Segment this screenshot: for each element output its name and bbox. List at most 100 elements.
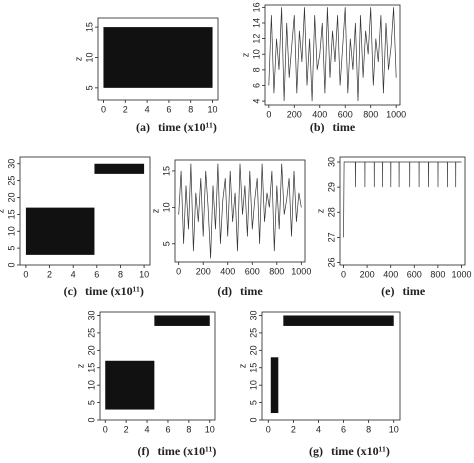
x-tick-label: 0 — [266, 424, 271, 434]
plot-frame — [339, 156, 466, 266]
x-tick-label: 0 — [341, 269, 346, 279]
panel: 0 200 400 600 800 1000 4 6 8 10 12 14 16 z (b) time — [240, 2, 406, 133]
x-tick-label: 2 — [124, 424, 129, 434]
band-block — [283, 315, 394, 326]
x-tick-label: 0 — [23, 269, 28, 279]
panel: 0 2 4 6 8 10 0 5 10 15 20 25 30 z (c) time (x10¹¹) — [0, 156, 151, 298]
y-tick-label: 5 — [161, 241, 171, 246]
x-tick-label: 600 — [338, 109, 353, 119]
y-tick-label: 10 — [251, 49, 261, 59]
y-tick-label: 26 — [326, 257, 336, 267]
y-tick-label: 25 — [86, 328, 96, 338]
plot-frame — [264, 4, 401, 106]
x-axis-label: time (x10¹¹) — [331, 444, 390, 458]
x-tick-label: 6 — [341, 424, 346, 434]
y-tick-label: 5 — [86, 400, 96, 405]
y-axis-label: z — [315, 208, 325, 213]
y-tick-label: 15 — [6, 209, 16, 219]
plot-frame — [19, 156, 151, 266]
plot-frame — [97, 17, 219, 101]
x-tick-label: 1000 — [291, 266, 311, 276]
x-tick-label: 400 — [383, 269, 398, 279]
x-tick-label: 0 — [176, 266, 181, 276]
y-tick-label: 20 — [6, 192, 16, 202]
x-tick-label: 600 — [407, 269, 422, 279]
band-block — [25, 207, 95, 255]
y-tick-label: 29 — [326, 182, 336, 192]
band-block — [270, 357, 279, 414]
x-tick-label: 4 — [145, 104, 150, 114]
x-tick-label: 10 — [205, 424, 215, 434]
band-block — [105, 360, 155, 410]
panel: 0 2 4 6 8 10 0 5 10 15 20 25 30 z (g) time (x10¹¹) — [237, 310, 401, 458]
y-tick-label: 30 — [248, 310, 258, 320]
y-tick-label: 0 — [248, 417, 258, 422]
y-tick-label: 5 — [248, 400, 258, 405]
x-tick-label: 2 — [291, 424, 296, 434]
panel-label: (d) — [217, 284, 232, 298]
panel-label: (b) — [310, 120, 325, 134]
y-tick-label: 15 — [86, 363, 96, 373]
band-block — [103, 27, 213, 88]
x-tick-label: 8 — [186, 424, 191, 434]
x-tick-label: 8 — [188, 104, 193, 114]
data-line — [343, 161, 462, 238]
x-tick-label: 0 — [101, 104, 106, 114]
y-tick-label: 30 — [86, 310, 96, 320]
x-tick-label: 2 — [47, 269, 52, 279]
y-axis-label: z — [240, 52, 250, 57]
y-tick-label: 30 — [326, 157, 336, 167]
panel-label: (g) — [309, 444, 323, 458]
y-tick-label: 6 — [251, 83, 261, 88]
panel: 0 2 4 6 8 10 5 10 15 z (a) time (x10¹¹) — [73, 17, 219, 134]
y-tick-label: 12 — [251, 34, 261, 44]
y-tick-label: 25 — [6, 176, 16, 186]
x-tick-label: 600 — [245, 266, 260, 276]
y-tick-label: 10 — [248, 380, 258, 390]
panel-label: (c) — [64, 284, 77, 298]
panel: 0 2 4 6 8 10 0 5 10 15 20 25 30 z (f) time (x10¹¹) — [75, 310, 216, 457]
band-block — [94, 163, 145, 174]
x-tick-label: 200 — [360, 269, 375, 279]
x-tick-label: 200 — [287, 109, 302, 119]
plot-frame — [174, 159, 306, 263]
y-tick-label: 5 — [6, 246, 16, 251]
x-tick-label: 800 — [269, 266, 284, 276]
y-tick-label: 15 — [84, 22, 94, 32]
y-tick-label: 4 — [251, 99, 261, 104]
y-tick-label: 0 — [86, 417, 96, 422]
panel-label: (f) — [138, 444, 150, 458]
x-tick-label: 400 — [220, 266, 235, 276]
data-line — [178, 163, 302, 259]
y-tick-label: 10 — [6, 226, 16, 236]
x-axis-label: time — [333, 120, 356, 134]
x-tick-label: 8 — [118, 269, 123, 279]
y-tick-label: 10 — [161, 202, 171, 212]
y-tick-label: 25 — [248, 328, 258, 338]
y-tick-label: 10 — [86, 380, 96, 390]
panel-label: (a) — [136, 120, 150, 134]
x-axis-label: time (x10¹¹) — [158, 444, 217, 458]
x-tick-label: 10 — [139, 269, 149, 279]
x-tick-label: 10 — [389, 424, 399, 434]
x-tick-label: 1000 — [451, 269, 471, 279]
y-tick-label: 14 — [251, 18, 261, 28]
data-line — [268, 7, 397, 102]
y-tick-label: 30 — [6, 159, 16, 169]
y-tick-label: 8 — [251, 67, 261, 72]
panel-label: (e) — [381, 284, 394, 298]
x-axis-label: time — [403, 284, 426, 298]
band-block — [154, 315, 210, 326]
x-tick-label: 800 — [363, 109, 378, 119]
x-tick-label: 200 — [196, 266, 211, 276]
panel: 0 200 400 600 800 1000 5 10 15 z (d) time — [150, 159, 311, 298]
x-tick-label: 6 — [165, 424, 170, 434]
panel: 0 200 400 600 800 1000 26 27 28 29 30 z (e) time — [315, 156, 471, 298]
y-tick-label: 15 — [161, 166, 171, 176]
plot-frame — [99, 311, 216, 421]
y-axis-label: z — [75, 363, 85, 368]
x-tick-label: 10 — [208, 104, 218, 114]
y-tick-label: 0 — [6, 262, 16, 267]
y-axis-label: z — [237, 363, 247, 368]
